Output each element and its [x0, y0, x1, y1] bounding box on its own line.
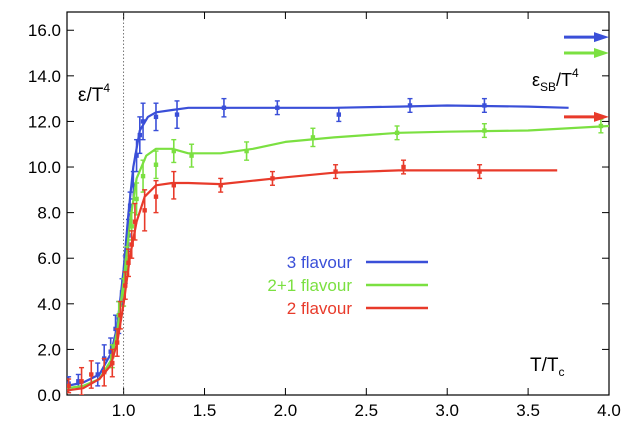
- data-point-3-flavour: [140, 102, 146, 141]
- data-point-2plus1-flavour: [481, 123, 487, 139]
- data-point-3-flavour: [134, 138, 140, 173]
- series-layer: [67, 97, 609, 395]
- data-point-2-flavour: [125, 248, 131, 278]
- y-tick-label: 16.0: [28, 21, 61, 40]
- sb-arrow-2-flavour: [564, 111, 609, 122]
- data-point-2plus1-flavour: [394, 125, 400, 141]
- x-tick-label: 1.5: [193, 401, 217, 420]
- data-point-2-flavour: [129, 230, 135, 259]
- data-point-2plus1-flavour: [310, 127, 316, 148]
- data-point-2-flavour: [269, 170, 275, 186]
- legend-label-2plus1-flavour: 2+1 flavour: [267, 276, 352, 295]
- data-point-3-flavour: [274, 100, 280, 116]
- data-point-2-flavour: [101, 357, 107, 387]
- data-point-2plus1-flavour: [244, 141, 250, 161]
- data-point-2-flavour: [117, 300, 123, 330]
- data-point-2plus1-flavour: [171, 138, 177, 164]
- x-tick-label: 3.5: [516, 401, 540, 420]
- data-point-2-flavour: [142, 189, 148, 232]
- y-tick-label: 0.0: [37, 386, 61, 405]
- x-axis-label: T/Tc: [530, 355, 565, 379]
- data-point-3-flavour: [336, 107, 342, 123]
- data-point-3-flavour: [95, 362, 101, 387]
- data-point-3-flavour: [481, 97, 487, 114]
- y-tick-label: 14.0: [28, 67, 61, 86]
- y-tick-label: 2.0: [37, 340, 61, 359]
- sb-arrows: [564, 32, 609, 122]
- x-tick-label: 1.0: [112, 401, 136, 420]
- data-point-2-flavour: [67, 378, 72, 394]
- x-tick-label: 2.0: [274, 401, 298, 420]
- y-tick-label: 8.0: [37, 204, 61, 223]
- data-point-3-flavour: [221, 97, 227, 118]
- data-point-2-flavour: [122, 271, 128, 300]
- data-point-2-flavour: [333, 164, 339, 180]
- y-tick-label: 12.0: [28, 112, 61, 131]
- sb-arrow-2plus1-flavour: [564, 48, 609, 59]
- data-point-2-flavour: [153, 180, 159, 214]
- data-point-3-flavour: [407, 97, 413, 114]
- legend-label-3-flavour: 3 flavour: [287, 253, 353, 272]
- x-tick-label: 2.5: [354, 401, 378, 420]
- y-tick-label: 4.0: [37, 295, 61, 314]
- data-point-2-flavour: [88, 360, 94, 389]
- data-point-2-flavour: [109, 348, 115, 378]
- data-point-2-flavour: [132, 202, 138, 241]
- x-tick-label: 4.0: [597, 401, 621, 420]
- data-point-2-flavour: [477, 164, 483, 180]
- data-point-2-flavour: [218, 177, 224, 193]
- data-point-2-flavour: [401, 159, 407, 175]
- y-tick-label: 6.0: [37, 249, 61, 268]
- sb-arrow-3-flavour: [564, 32, 609, 43]
- ticks-layer: 1.0 1.5 2.0 2.5 3.0 3.5 4.0 0.0 2.0 4.0 6.0 8.0 10.0…: [28, 12, 621, 420]
- plot-frame: [66, 11, 610, 396]
- data-point-3-flavour: [137, 116, 143, 155]
- y-tick-label: 10.0: [28, 158, 61, 177]
- data-point-3-flavour: [153, 102, 159, 132]
- legend-label-2-flavour: 2 flavour: [287, 299, 353, 318]
- series-line-3-flavour: [67, 104, 569, 387]
- data-point-2-flavour: [79, 366, 85, 395]
- sb-label: εSB/T4: [532, 66, 579, 94]
- data-point-2plus1-flavour: [189, 143, 195, 168]
- legend: 3 flavour 2+1 flavour 2 flavour: [267, 253, 428, 318]
- x-tick-label: 3.0: [435, 401, 459, 420]
- data-point-2-flavour: [171, 170, 177, 200]
- y-axis-label: ε/T4: [78, 81, 110, 106]
- data-point-2plus1-flavour: [153, 150, 159, 180]
- data-point-3-flavour: [174, 100, 180, 129]
